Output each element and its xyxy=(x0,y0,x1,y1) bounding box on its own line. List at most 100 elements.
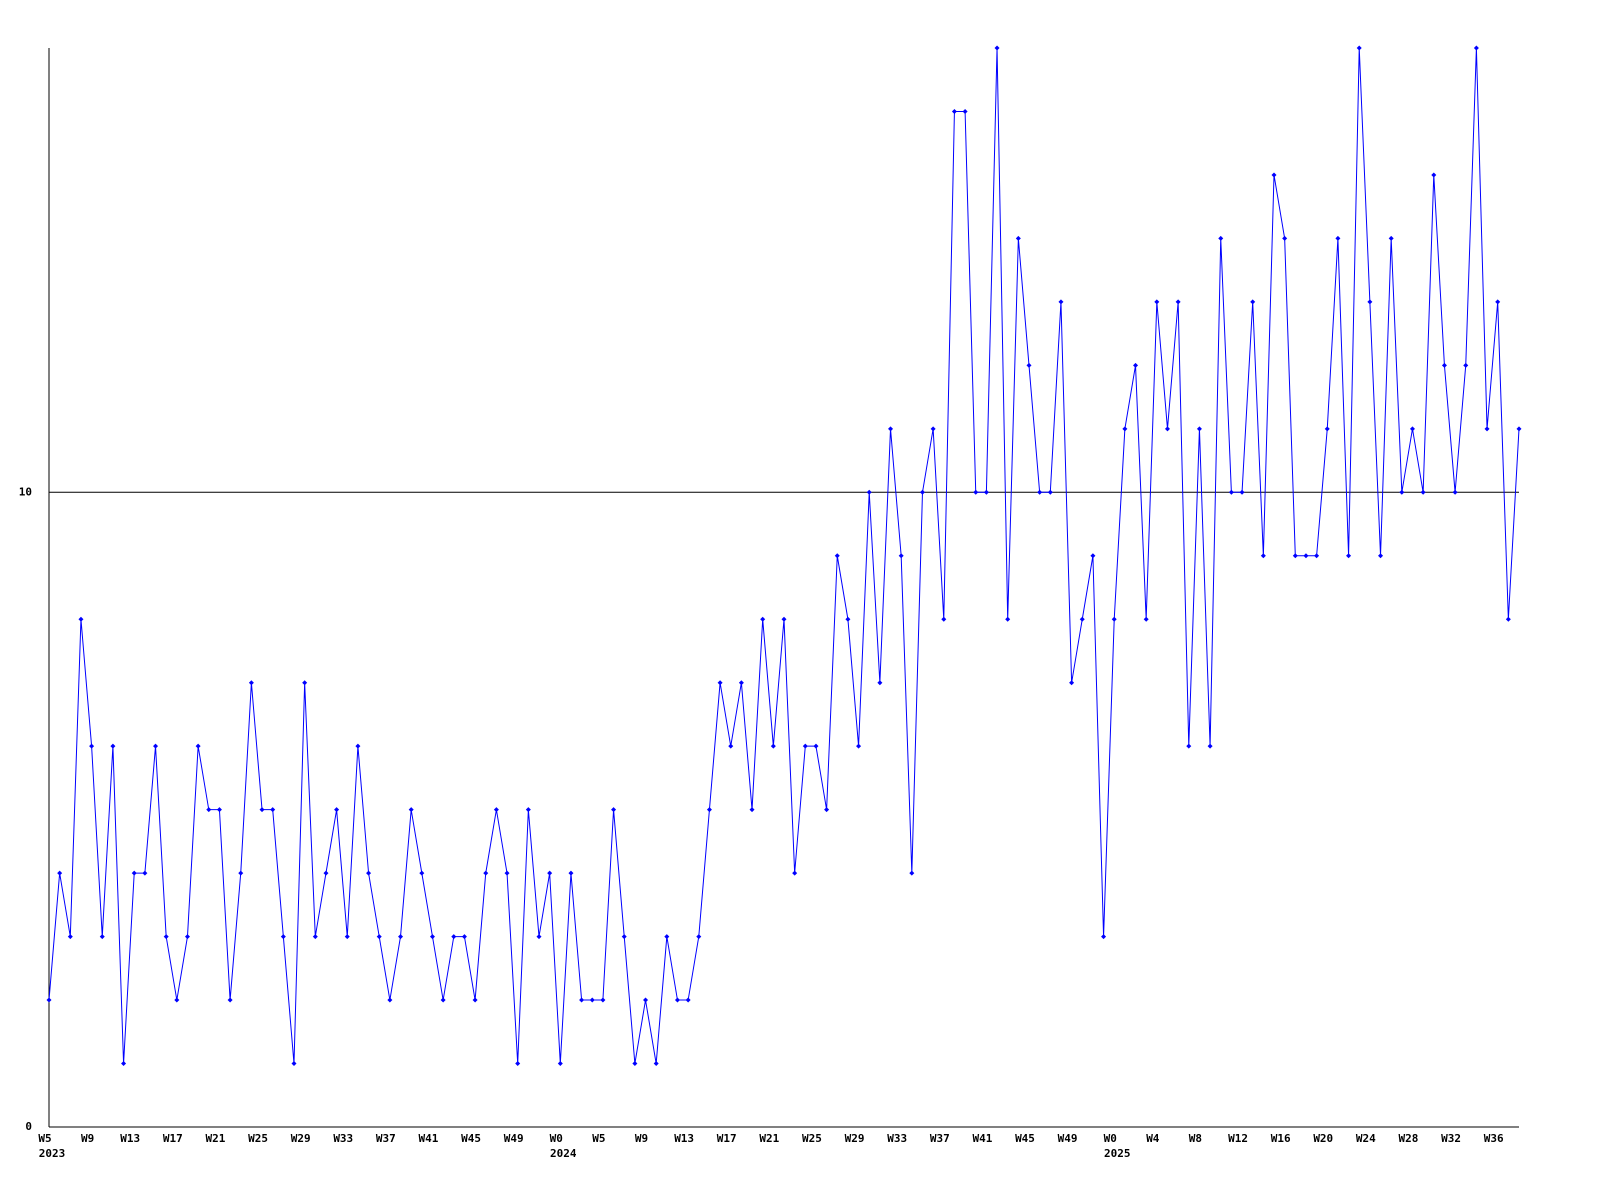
data-point xyxy=(334,807,340,813)
data-point xyxy=(153,743,159,749)
x-tick-label: W37 xyxy=(930,1132,950,1145)
data-point xyxy=(792,870,798,876)
x-tick-label: W45 xyxy=(461,1132,481,1145)
data-point xyxy=(46,997,52,1003)
data-point xyxy=(962,108,968,114)
data-point xyxy=(728,743,734,749)
x-tick-label: W25 xyxy=(802,1132,822,1145)
data-point xyxy=(366,870,372,876)
data-point xyxy=(1037,489,1043,495)
data-point xyxy=(1207,743,1213,749)
data-point xyxy=(611,807,617,813)
data-point xyxy=(973,489,979,495)
data-point xyxy=(1441,362,1447,368)
data-point xyxy=(983,489,989,495)
data-point xyxy=(685,997,691,1003)
x-tick-label: W5 xyxy=(592,1132,605,1145)
data-point xyxy=(1356,45,1362,51)
data-point xyxy=(1484,426,1490,432)
data-point xyxy=(1346,553,1352,559)
data-point xyxy=(664,934,670,940)
x-tick-label: W21 xyxy=(205,1132,225,1145)
data-point xyxy=(344,934,350,940)
data-point xyxy=(1292,553,1298,559)
data-point xyxy=(536,934,542,940)
data-point xyxy=(696,934,702,940)
data-point xyxy=(834,553,840,559)
data-point xyxy=(387,997,393,1003)
x-tick-label: W45 xyxy=(1015,1132,1035,1145)
data-point xyxy=(877,680,883,686)
x-tick-label: W36 xyxy=(1484,1132,1504,1145)
data-point xyxy=(1122,426,1128,432)
data-point xyxy=(600,997,606,1003)
data-point xyxy=(398,934,404,940)
data-line xyxy=(48,47,1520,1064)
x-tick-label: W29 xyxy=(291,1132,311,1145)
data-point xyxy=(89,743,95,749)
x-tick-label: W28 xyxy=(1399,1132,1419,1145)
data-point xyxy=(1026,362,1032,368)
data-point xyxy=(472,997,478,1003)
data-point xyxy=(1473,45,1479,51)
data-point xyxy=(824,807,830,813)
data-point xyxy=(493,807,499,813)
x-tick-label: W9 xyxy=(81,1132,94,1145)
data-point xyxy=(302,680,308,686)
x-tick-label: W0 xyxy=(1104,1132,1117,1145)
data-point xyxy=(717,680,723,686)
data-point xyxy=(1463,362,1469,368)
data-point xyxy=(483,870,489,876)
data-point xyxy=(653,1061,659,1067)
data-point xyxy=(1015,235,1021,241)
data-point xyxy=(67,934,73,940)
x-tick-label: W13 xyxy=(120,1132,140,1145)
data-point xyxy=(760,616,766,622)
data-point xyxy=(951,108,957,114)
data-point xyxy=(121,1061,127,1067)
data-point xyxy=(1175,299,1181,305)
x-tick-label: W8 xyxy=(1189,1132,1202,1145)
data-point xyxy=(1409,426,1415,432)
x-tick-label: W49 xyxy=(1058,1132,1078,1145)
x-tick-label: W12 xyxy=(1228,1132,1248,1145)
x-tick-label: W13 xyxy=(674,1132,694,1145)
data-point xyxy=(1079,616,1085,622)
data-point xyxy=(408,807,414,813)
data-point xyxy=(323,870,329,876)
y-tick-label: 10 xyxy=(19,485,32,498)
x-year-label: 2023 xyxy=(39,1147,66,1160)
data-point xyxy=(845,616,851,622)
data-point xyxy=(1047,489,1053,495)
data-point xyxy=(99,934,105,940)
data-point xyxy=(1133,362,1139,368)
data-point xyxy=(1335,235,1341,241)
data-point xyxy=(1218,235,1224,241)
data-point xyxy=(195,743,201,749)
data-point xyxy=(227,997,233,1003)
x-tick-label: W33 xyxy=(333,1132,353,1145)
data-point xyxy=(429,934,435,940)
data-point xyxy=(291,1061,297,1067)
data-point xyxy=(749,807,755,813)
data-point xyxy=(1516,426,1522,432)
data-point xyxy=(1378,553,1384,559)
data-point xyxy=(589,997,595,1003)
data-point xyxy=(163,934,169,940)
data-point xyxy=(1314,553,1320,559)
data-point xyxy=(813,743,819,749)
x-tick-label: W0 xyxy=(550,1132,563,1145)
data-point xyxy=(856,743,862,749)
data-point xyxy=(866,489,872,495)
x-year-label: 2025 xyxy=(1104,1147,1131,1160)
data-point xyxy=(376,934,382,940)
data-point xyxy=(1367,299,1373,305)
data-point xyxy=(941,616,947,622)
x-tick-label: W29 xyxy=(845,1132,865,1145)
data-point xyxy=(174,997,180,1003)
data-point xyxy=(1250,299,1256,305)
data-point xyxy=(674,997,680,1003)
data-point xyxy=(504,870,510,876)
x-tick-label: W41 xyxy=(972,1132,992,1145)
data-point xyxy=(1505,616,1511,622)
